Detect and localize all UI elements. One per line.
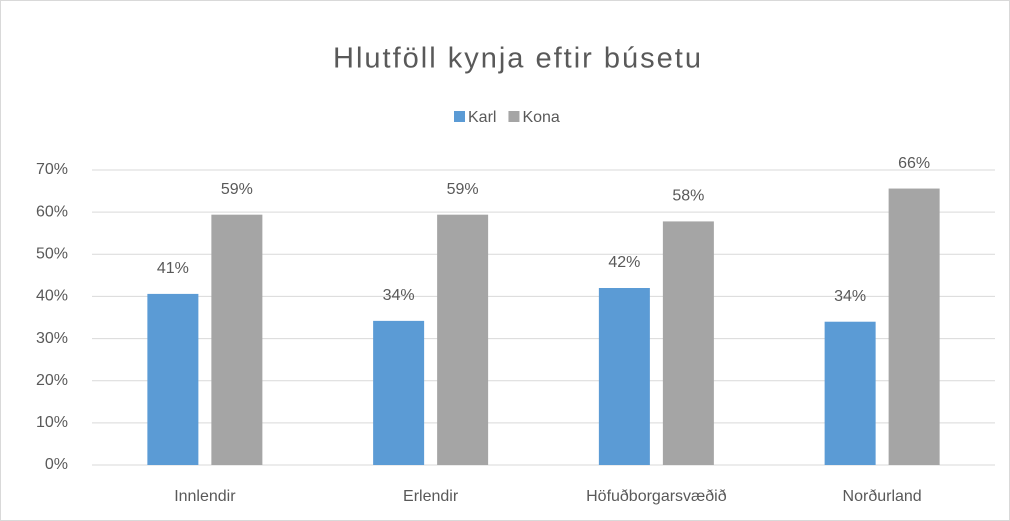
bar [598,288,650,465]
bar [437,214,489,465]
data-label: 41% [157,260,189,277]
y-tick-label: 40% [36,288,68,305]
bar [824,321,876,465]
y-tick-label: 30% [36,330,68,347]
legend-swatch [454,111,465,122]
data-label: 34% [383,287,415,304]
x-tick-label: Innlendir [174,488,236,505]
y-tick-label: 70% [36,161,68,178]
data-label: 66% [898,155,930,172]
legend-label: Kona [522,109,559,126]
legend-swatch [508,111,520,122]
y-tick-label: 20% [36,372,68,389]
y-tick-label: 0% [45,456,68,473]
x-tick-label: Höfuðborgarsvæðið [586,488,727,505]
data-label: 59% [447,181,479,198]
bar [373,320,425,465]
bar [888,188,940,466]
data-label: 34% [834,288,866,305]
data-label: 58% [672,188,704,205]
x-tick-label: Erlendir [403,488,459,505]
chart-title: Hlutföll kynja eftir búsetu [333,43,703,75]
data-label: 42% [608,254,640,271]
legend-label: Karl [468,109,496,126]
data-label: 59% [221,181,253,198]
y-tick-label: 50% [36,246,68,263]
bar [147,293,199,465]
y-tick-label: 10% [36,414,68,431]
x-tick-label: Norðurland [843,488,922,505]
y-tick-label: 60% [36,203,68,220]
bar [662,221,714,465]
bar [211,214,263,465]
